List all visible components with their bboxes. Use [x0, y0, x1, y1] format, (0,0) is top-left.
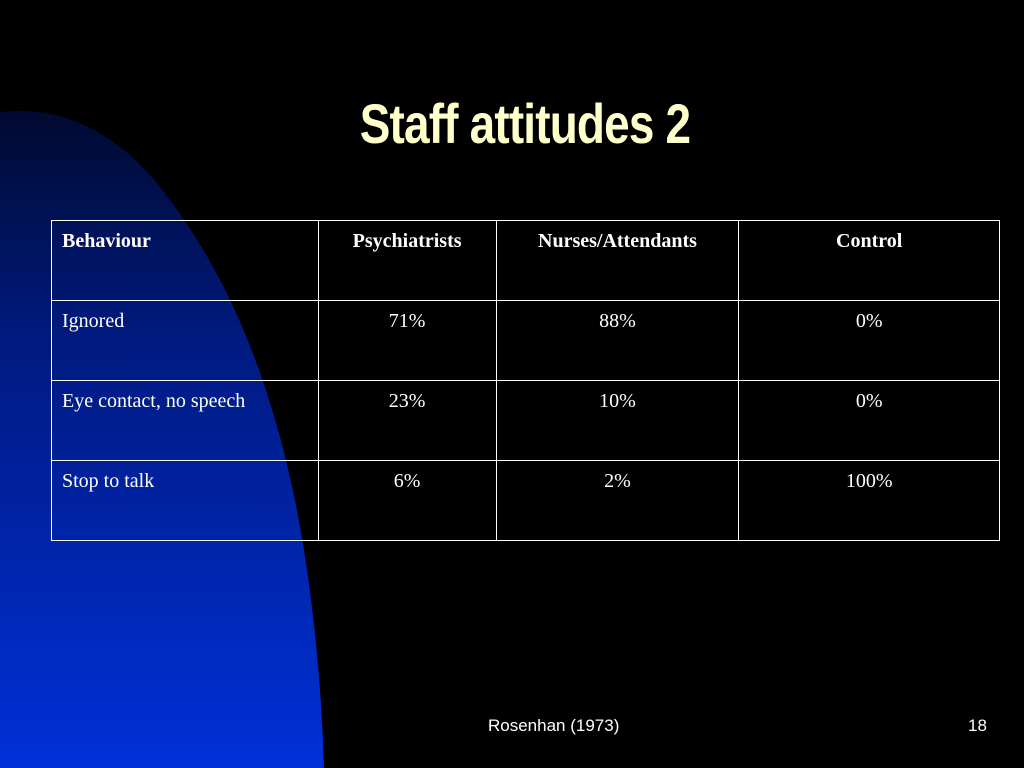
table-cell: 6% — [317, 460, 497, 541]
table-cell: 71% — [317, 300, 497, 381]
table-row: Stop to talk 6% 2% 100% — [51, 460, 1000, 541]
table-cell: 0% — [738, 300, 1000, 381]
header-cell: Psychiatrists — [317, 220, 497, 301]
footer-source: Rosenhan (1973) — [488, 716, 620, 735]
header-cell: Nurses/Attendants — [495, 220, 740, 301]
table-cell: Ignored — [51, 300, 319, 381]
table-cell: Stop to talk — [51, 460, 319, 541]
header-cell: Control — [738, 220, 1000, 301]
table-cell: 10% — [495, 380, 740, 461]
page-number: 18 — [968, 716, 987, 735]
table-cell: 0% — [738, 380, 1000, 461]
table-cell: 88% — [495, 300, 740, 381]
data-table: Behaviour Psychiatrists Nurses/Attendant… — [51, 220, 1000, 541]
header-cell: Behaviour — [51, 220, 319, 301]
table-header-row: Behaviour Psychiatrists Nurses/Attendant… — [51, 220, 1000, 301]
table-cell: 2% — [495, 460, 740, 541]
table-cell: 23% — [317, 380, 497, 461]
table-cell: 100% — [738, 460, 1000, 541]
table-row: Ignored 71% 88% 0% — [51, 300, 1000, 381]
table-cell: Eye contact, no speech — [51, 380, 319, 461]
table-row: Eye contact, no speech 23% 10% 0% — [51, 380, 1000, 461]
slide-title: Staff attitudes 2 — [359, 92, 691, 155]
